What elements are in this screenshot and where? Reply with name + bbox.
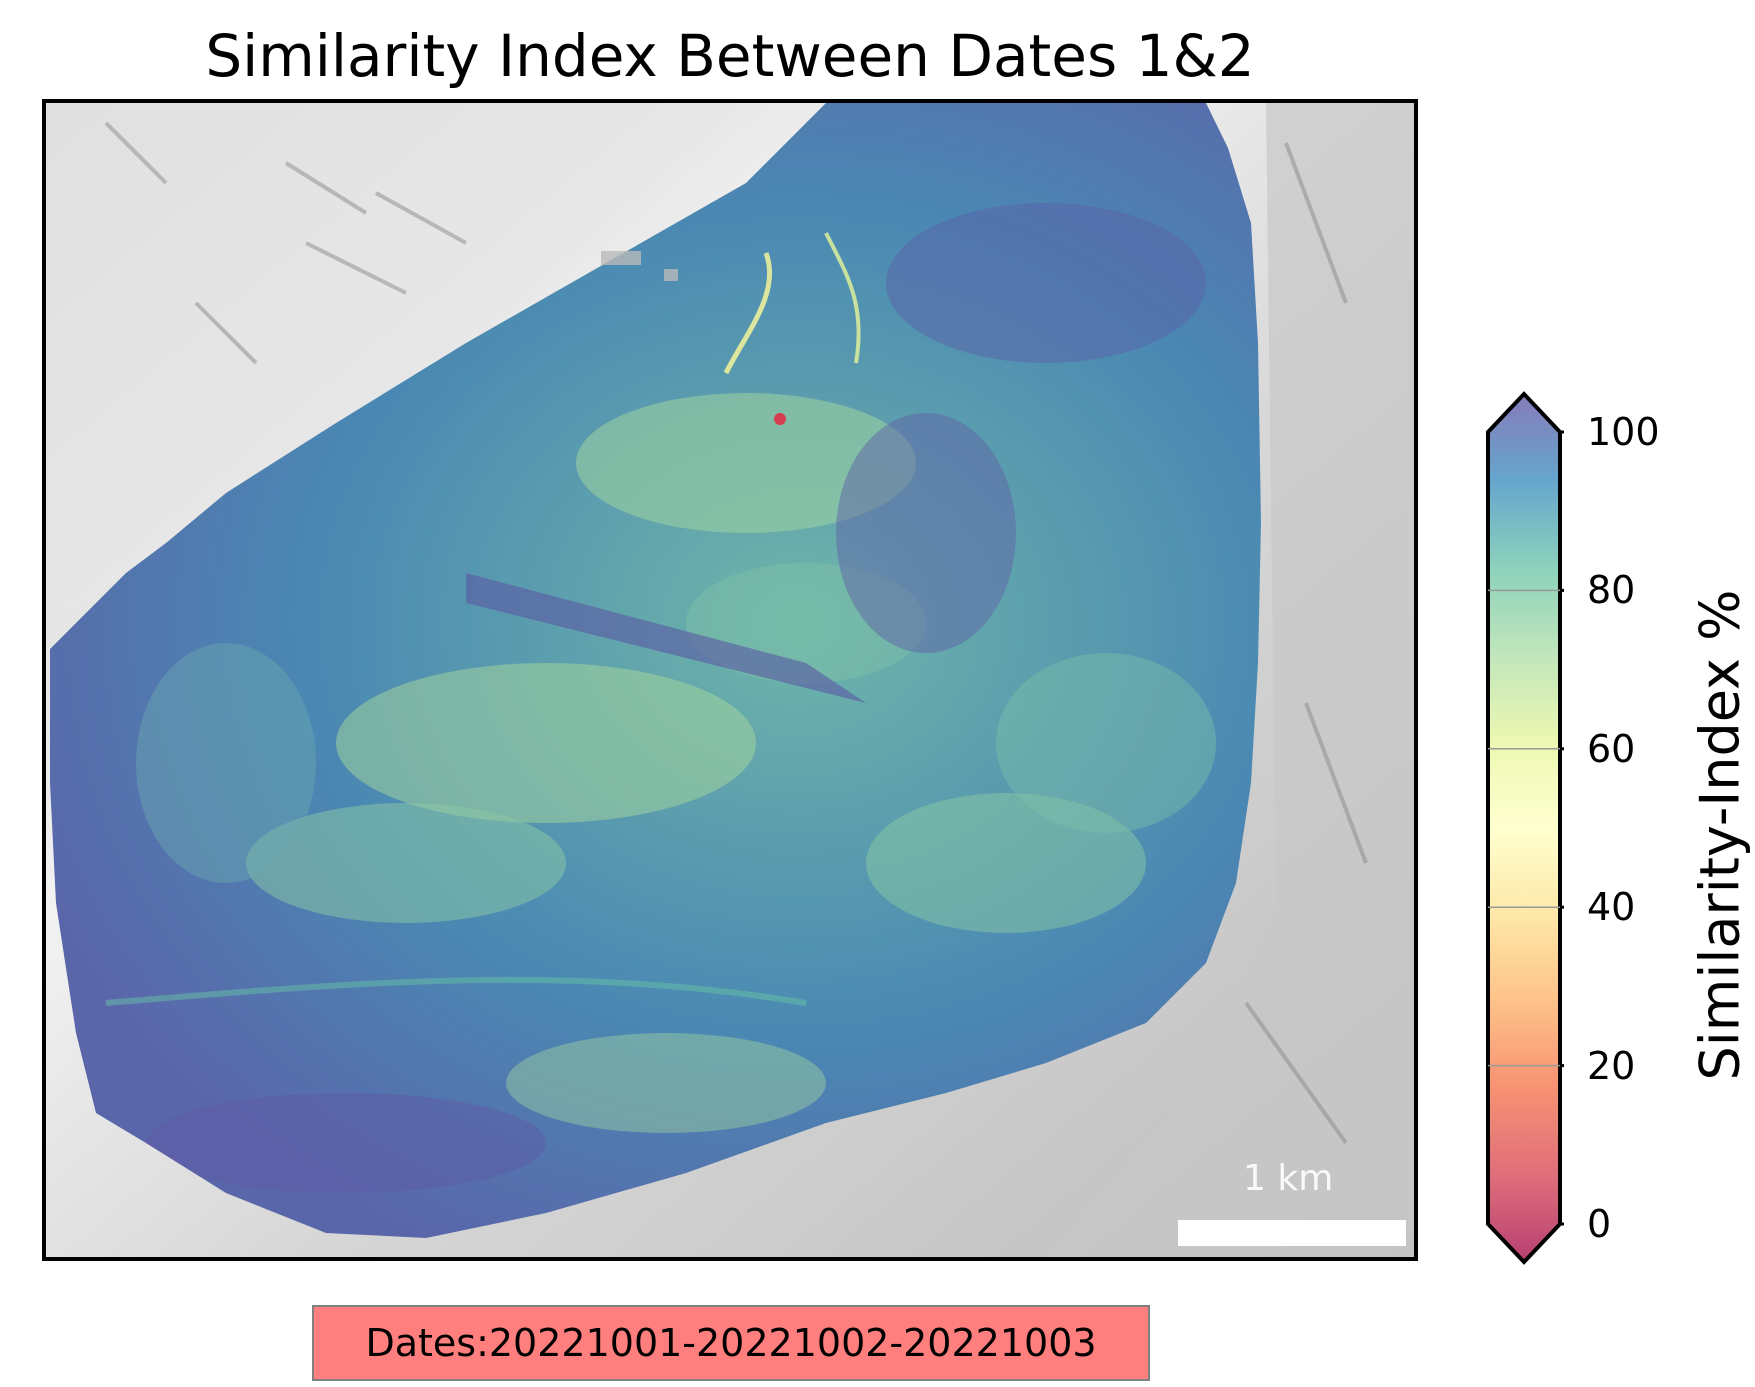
colorbar-ticks: [1488, 430, 1564, 1226]
colorbar-label: Similarity-Index %: [1688, 589, 1752, 1081]
colorbar-tick-label: 20: [1587, 1043, 1636, 1088]
colorbar-tick-label: 80: [1587, 568, 1636, 613]
map-canvas: [46, 103, 1414, 1257]
dates-label-box: Dates:20221001-20221002-20221003: [312, 1305, 1150, 1381]
scale-bar-label: 1 km: [1243, 1158, 1334, 1199]
figure-title: Similarity Index Between Dates 1&2: [205, 22, 1255, 90]
colorbar-tick-label: 100: [1587, 410, 1660, 454]
scale-bar: [1178, 1220, 1406, 1246]
colorbar-tick-label: 60: [1587, 726, 1636, 771]
colorbar-tick-label: 40: [1587, 885, 1636, 930]
colorbar-gradient: [1486, 391, 1562, 1265]
colorbar: [1484, 390, 1564, 1268]
map-panel[interactable]: [42, 99, 1418, 1261]
colorbar-tick-label: 0: [1587, 1202, 1612, 1246]
